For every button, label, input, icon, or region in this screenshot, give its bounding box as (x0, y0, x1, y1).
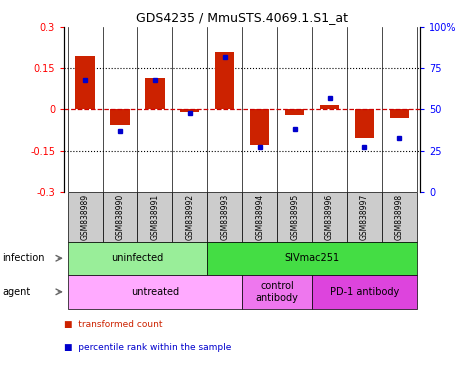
Text: SIVmac251: SIVmac251 (285, 253, 340, 263)
Bar (215, 51, 234, 109)
Bar (207, 242, 417, 275)
Bar (312, 192, 347, 242)
Text: untreated: untreated (131, 287, 179, 297)
Bar (347, 192, 382, 242)
Bar (67, 275, 242, 309)
Text: GSM838997: GSM838997 (360, 194, 369, 240)
Bar (180, 109, 200, 112)
Text: GSM838994: GSM838994 (255, 194, 264, 240)
Bar (110, 109, 130, 124)
Bar (103, 192, 137, 242)
Bar (172, 192, 207, 242)
Text: uninfected: uninfected (111, 253, 163, 263)
Bar (277, 192, 312, 242)
Text: GSM838996: GSM838996 (325, 194, 334, 240)
Text: ■  percentile rank within the sample: ■ percentile rank within the sample (64, 343, 231, 352)
Text: GSM838993: GSM838993 (220, 194, 229, 240)
Text: GSM838990: GSM838990 (115, 194, 124, 240)
Text: ■  transformed count: ■ transformed count (64, 320, 162, 329)
Text: PD-1 antibody: PD-1 antibody (330, 287, 399, 297)
Bar (355, 109, 374, 138)
Bar (285, 109, 304, 115)
Bar (207, 192, 242, 242)
Text: infection: infection (2, 253, 45, 263)
Bar (67, 242, 207, 275)
Bar (242, 192, 277, 242)
Text: GSM838992: GSM838992 (185, 194, 194, 240)
Bar (250, 109, 269, 145)
Bar (242, 275, 312, 309)
Text: agent: agent (2, 287, 30, 297)
Text: GSM838991: GSM838991 (151, 194, 160, 240)
Bar (67, 192, 103, 242)
Bar (390, 109, 409, 118)
Bar (382, 192, 417, 242)
Bar (320, 105, 339, 109)
Text: GSM838995: GSM838995 (290, 194, 299, 240)
Bar (76, 56, 95, 109)
Bar (137, 192, 172, 242)
Title: GDS4235 / MmuSTS.4069.1.S1_at: GDS4235 / MmuSTS.4069.1.S1_at (136, 11, 348, 24)
Bar (312, 275, 417, 309)
Text: GSM838998: GSM838998 (395, 194, 404, 240)
Text: GSM838989: GSM838989 (81, 194, 90, 240)
Bar (145, 78, 164, 109)
Text: control
antibody: control antibody (256, 281, 299, 303)
